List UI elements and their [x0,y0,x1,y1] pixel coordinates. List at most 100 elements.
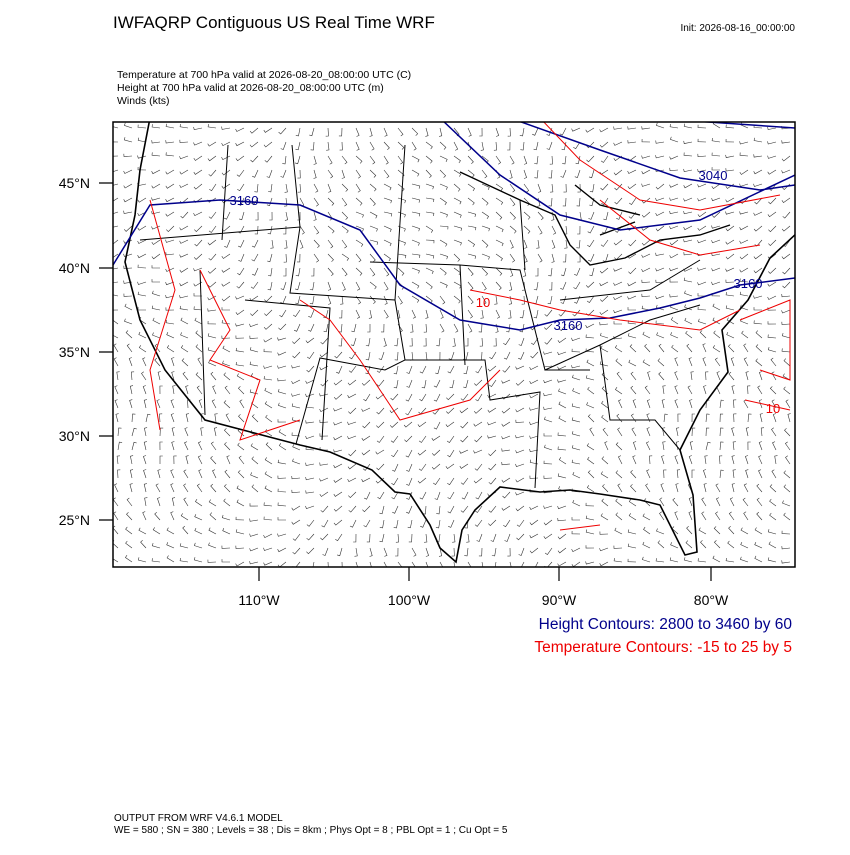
wind-barb [193,155,203,161]
wind-barb [152,332,161,339]
wind-barb [691,469,695,478]
wind-barb [711,183,721,190]
wind-barb [646,399,651,409]
wind-barb [725,211,735,215]
wind-barb [602,484,609,493]
wind-barb [235,347,245,353]
wind-barb [587,386,595,395]
wind-barb [238,253,245,262]
wind-barb [655,252,665,256]
wind-barb [376,421,385,429]
wind-barb [523,183,530,193]
lon-label: 100°W [388,592,431,608]
wind-barb [676,469,681,479]
wind-barb [222,345,231,353]
wind-barb [383,197,392,204]
wind-barb [613,336,623,340]
wind-barb [292,337,301,345]
wind-barb [685,540,693,549]
wind-barb [313,211,317,221]
wind-barb [767,155,777,159]
wind-barb [732,441,736,451]
wind-barb [754,541,763,549]
lon-label: 110°W [238,592,280,608]
wind-barb [123,293,133,297]
wind-barb [137,137,147,143]
wind-barb [642,513,651,521]
wind-barb [193,557,203,563]
wind-barb [533,281,539,291]
wind-barb [425,141,433,150]
wind-barb [697,558,707,563]
wind-barb [781,197,791,204]
wind-barb [333,519,343,526]
wind-barb [685,330,693,339]
contour-label: 3040 [699,168,728,183]
wind-barb [674,455,679,465]
wind-barb [691,413,695,423]
wind-barb [544,547,553,556]
wind-barb [699,330,707,339]
wind-barb [439,211,448,218]
wind-barb [138,345,147,353]
wind-barb [711,239,721,244]
wind-barb [669,294,679,298]
wind-barb [277,419,287,423]
wind-barb [655,225,665,232]
wind-barb [674,511,679,521]
wind-barb [543,519,553,526]
wind-barb [503,351,511,360]
wind-barb [509,155,515,165]
wind-barb [600,471,609,479]
wind-barb [156,399,161,409]
wind-barb [223,428,231,437]
wind-barb [613,141,623,146]
wind-barb [712,303,721,311]
wind-barb [474,463,483,471]
wind-barb [292,351,301,359]
wind-barb [714,357,721,367]
wind-barb [130,371,135,381]
wind-barb [223,211,231,220]
wind-barb [575,155,581,165]
wind-barb [600,183,609,191]
wind-barb [165,239,175,243]
great-lakes [459,171,731,266]
wind-barb [557,533,567,540]
wind-barb [725,253,735,260]
wind-barb [453,561,455,567]
wind-barb [697,169,707,173]
wind-barb [309,127,315,137]
wind-barb [113,525,119,535]
wind-barb [249,518,259,522]
wind-barb [509,267,514,277]
wind-barb [151,305,161,311]
wind-barb [719,455,723,465]
wind-barb [700,540,707,549]
wind-barb [277,475,287,479]
wind-barb [532,127,539,136]
wind-barb [350,337,357,346]
wind-barb [519,323,525,333]
wind-barb [697,225,707,231]
wind-barb [137,291,147,297]
wind-barb [558,323,567,332]
wind-barb [113,253,119,258]
wind-barb [293,323,301,332]
wind-barb [151,124,161,129]
wind-barb [340,295,344,305]
wind-barb [151,239,161,245]
wind-barb [781,560,791,564]
wind-barb [615,358,623,367]
wind-barb [265,414,273,423]
wind-barb [251,414,259,423]
wind-barb [599,561,609,567]
wind-barb [278,443,287,451]
wind-barb [771,371,777,381]
wind-barb [658,371,665,381]
wind-barb [179,239,189,244]
wind-barb [425,267,434,275]
wind-barb [144,427,148,437]
wind-barb [617,483,623,493]
wind-barb [284,211,288,221]
